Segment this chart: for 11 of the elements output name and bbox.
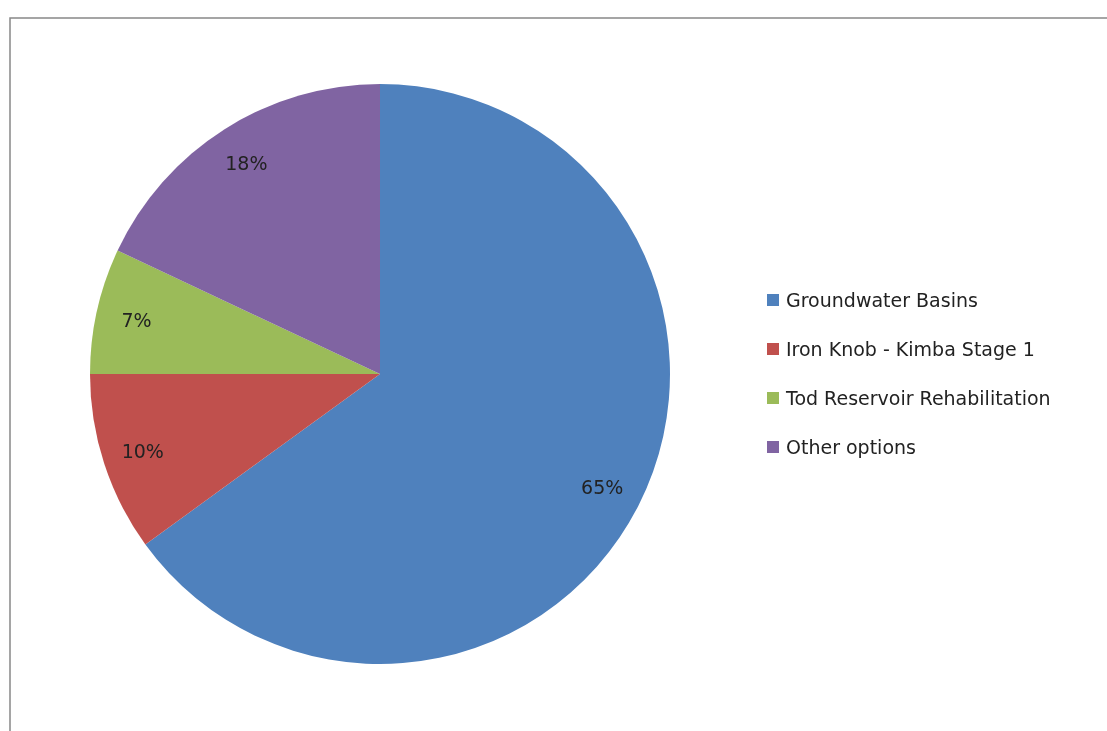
legend-label: Iron Knob - Kimba Stage 1	[786, 338, 1035, 360]
pie-slice	[90, 374, 380, 545]
data-label: 10%	[121, 440, 164, 463]
data-label: 18%	[225, 152, 268, 175]
data-label: 7%	[121, 308, 152, 331]
legend-label: Groundwater Basins	[786, 289, 978, 311]
legend-label: Other options	[786, 436, 916, 458]
legend-label: Tod Reservoir Rehabilitation	[785, 387, 1051, 409]
pie-slice	[117, 84, 380, 374]
data-label: 65%	[581, 476, 624, 499]
pie-slice	[90, 250, 380, 374]
